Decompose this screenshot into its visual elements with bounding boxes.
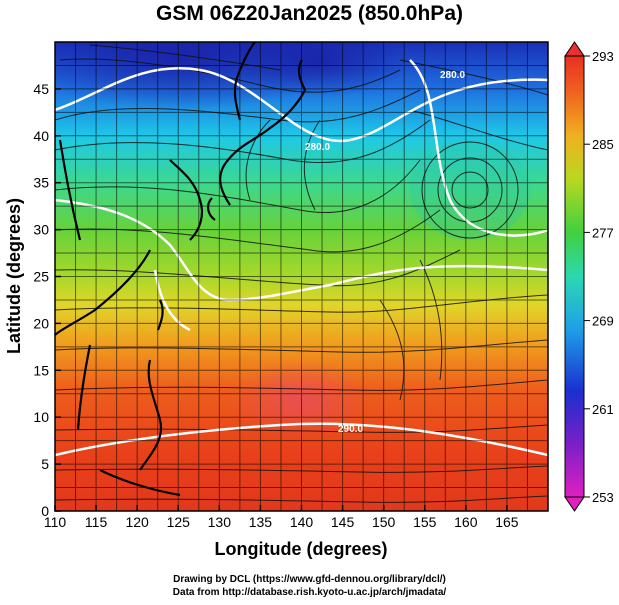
lat-lon-grid — [55, 42, 548, 511]
colorbar-bar — [564, 55, 585, 498]
y-tick-label: 45 — [33, 81, 49, 97]
x-tick-label: 115 — [85, 514, 108, 530]
colorbar-tick-label: 253 — [592, 490, 614, 505]
map-title: GSM 06Z20Jan2025 (850.0hPa) — [155, 2, 463, 25]
y-tick-label: 30 — [33, 222, 49, 238]
y-tick-label: 10 — [33, 409, 49, 425]
y-tick-label: 15 — [33, 362, 49, 378]
x-tick-label: 145 — [331, 514, 355, 530]
x-tick-label: 140 — [290, 514, 314, 530]
x-tick-label: 150 — [372, 514, 396, 530]
colorbar-top-arrow — [564, 41, 585, 57]
contour-label: 290.0 — [338, 424, 363, 435]
colorbar-tick-label: 285 — [592, 137, 614, 152]
credit-data: Data from http://database.rish.kyoto-u.a… — [172, 587, 447, 598]
x-axis: 110 115 120 125 130 135 140 145 150 155 160 165 — [44, 505, 519, 530]
x-tick-label: 135 — [249, 514, 273, 530]
colorbar-tick-label: 293 — [592, 49, 614, 64]
x-tick-label: 155 — [413, 514, 437, 530]
colorbar-bottom-arrow — [564, 496, 585, 512]
x-tick-label: 125 — [167, 514, 191, 530]
map-chart: 280.0 280.0 290.0 110 115 120 125 130 135 140 1… — [4, 41, 614, 559]
contour-label: 280.0 — [305, 142, 330, 153]
colorbar-tick-label: 261 — [592, 402, 614, 417]
y-tick-label: 20 — [33, 315, 49, 331]
y-tick-label: 0 — [41, 503, 49, 519]
x-tick-label: 120 — [125, 514, 149, 530]
credit-drawing: Drawing by DCL (https://www.gfd-dennou.o… — [173, 574, 446, 585]
y-tick-label: 25 — [33, 269, 49, 285]
y-axis: 0 5 10 15 20 25 30 35 40 45 — [33, 81, 61, 519]
x-tick-label: 130 — [208, 514, 232, 530]
y-tick-label: 40 — [33, 128, 49, 144]
x-tick-label: 160 — [454, 514, 478, 530]
x-tick-label: 110 — [44, 514, 67, 530]
contour-label: 280.0 — [440, 70, 465, 81]
y-tick-label: 35 — [33, 175, 49, 191]
y-tick-label: 5 — [41, 456, 49, 472]
colorbar-tick-label: 277 — [592, 225, 614, 240]
warm-core-region — [230, 360, 370, 440]
colorbar-tick-label: 269 — [592, 314, 614, 329]
colorbar: 253 261 269 277 285 293 — [564, 41, 614, 512]
x-axis-label: Longitude (degrees) — [214, 539, 387, 559]
y-axis-label: Latitude (degrees) — [4, 198, 24, 354]
x-tick-label: 165 — [495, 514, 519, 530]
